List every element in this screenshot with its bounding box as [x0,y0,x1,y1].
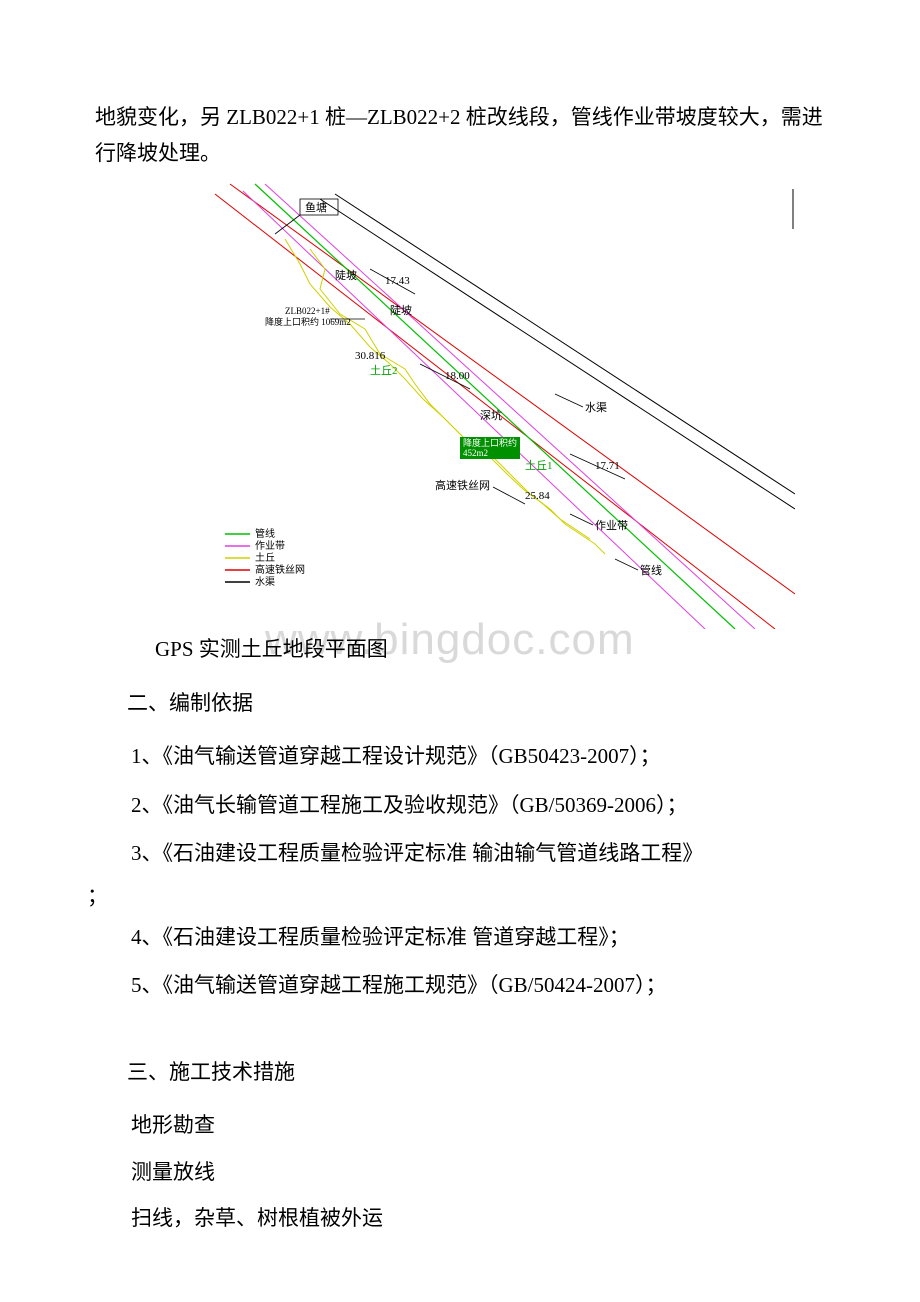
section2-item-1: 1、《油气输送管道穿越工程设计规范》（GB50423-2007）； [131,733,825,779]
diagram-svg: 鱼塘 陡坡 陡坡 17.43 ZLB022+1# 降度上口积约 1069m2 3… [155,179,795,629]
section2-item-2: 2、《油气长输管道工程施工及验收规范》（GB/50369-2006）； [131,782,825,828]
value-2: 30.816 [355,350,386,362]
label-zuoyedai: 作业带 [595,519,628,532]
label-area2a: 降度上口积约 [463,437,517,448]
label-area1: 降度上口积约 1069m2 [265,316,351,327]
section2-item-3: 3、《石油建设工程质量检验评定标准 输油输气管道线路工程》 [131,830,825,876]
section3-heading: 三、施工技术措施 [127,1056,825,1086]
svg-text:管线: 管线 [255,527,275,540]
legend: 管线 作业带 土丘 高速铁丝网 水渠 [225,527,305,588]
section2-item-4: 4、《石油建设工程质量检验评定标准 管道穿越工程》； [131,914,825,960]
diagram-caption: GPS 实测土丘地段平面图 [155,633,388,663]
section3-item-2: 测量放线 [131,1149,825,1195]
label-shenkeng: 深坑 [480,408,502,422]
value-5: 17.71 [595,460,620,472]
label-yutang: 鱼塘 [305,200,327,214]
value-1: 17.43 [385,275,410,287]
svg-text:作业带: 作业带 [255,540,285,552]
label-shuiqu: 水渠 [585,401,607,414]
section3-item-3: 扫线，杂草、树根植被外运 [131,1195,825,1241]
label-doupo1: 陡坡 [335,269,357,282]
section2-item-5: 5、《油气输送管道穿越工程施工规范》（GB/50424-2007）； [131,962,825,1008]
section2-heading: 二、编制依据 [127,687,825,717]
site-plan-diagram: 鱼塘 陡坡 陡坡 17.43 ZLB022+1# 降度上口积约 1069m2 3… [155,179,795,629]
intro-paragraph: 地貌变化，另 ZLB022+1 桩—ZLB022+2 桩改线段，管线作业带坡度较… [95,100,825,171]
label-tuqiu1: 土丘1 [525,459,553,472]
label-pile: ZLB022+1# [285,306,330,316]
label-doupo2: 陡坡 [390,304,412,317]
label-guanxian: 管线 [640,563,662,577]
caption-row: www.bingdoc.com GPS 实测土丘地段平面图 [155,633,825,663]
label-tuqiu2: 土丘2 [370,364,398,377]
section3-item-1: 地形勘查 [131,1102,825,1148]
svg-text:水渠: 水渠 [255,576,275,588]
value-4: 25.84 [525,490,550,502]
stray-semicolon: ； [87,880,825,910]
svg-text:高速铁丝网: 高速铁丝网 [255,563,305,576]
svg-text:土丘: 土丘 [255,551,275,564]
label-area2b: 452m2 [463,448,488,458]
label-gaosuwang: 高速铁丝网 [435,478,490,492]
value-3: 18.00 [445,370,470,382]
